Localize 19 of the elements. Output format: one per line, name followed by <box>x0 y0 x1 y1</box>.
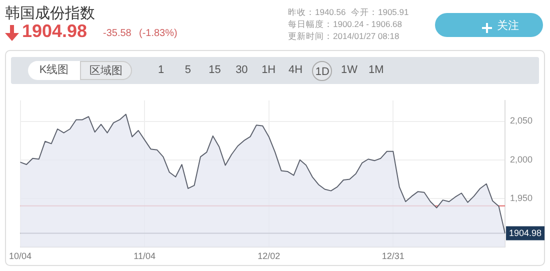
y-tick-label: 2,050 <box>510 116 533 126</box>
text: -35.58 <box>103 28 132 39</box>
text: (-1.83%) <box>139 28 178 39</box>
x-tick-label: 11/04 <box>134 251 156 262</box>
x-tick-label: 10/04 <box>8 251 32 262</box>
text: 1904.98 <box>22 21 88 42</box>
text: 更新时间：2014/01/27 08:18 <box>288 31 400 43</box>
text: 关注 <box>497 18 519 33</box>
x-tick-label: 12/02 <box>258 251 280 262</box>
text: 今开：1905.91 <box>351 7 409 19</box>
text: K线图 <box>28 61 80 80</box>
y-tick-label: 2,000 <box>510 154 533 164</box>
chart-title: 韩国成份指数 <box>5 4 95 23</box>
text: 区域图 <box>80 61 132 80</box>
ref-line-label: 1904.98 <box>509 228 542 238</box>
text: 昨收：1940.56 <box>288 7 346 19</box>
x-tick-label: 12/31 <box>382 251 404 262</box>
y-tick-label: 1,950 <box>510 193 533 204</box>
text: 每日幅度：1900.24 - 1906.68 <box>288 19 402 31</box>
